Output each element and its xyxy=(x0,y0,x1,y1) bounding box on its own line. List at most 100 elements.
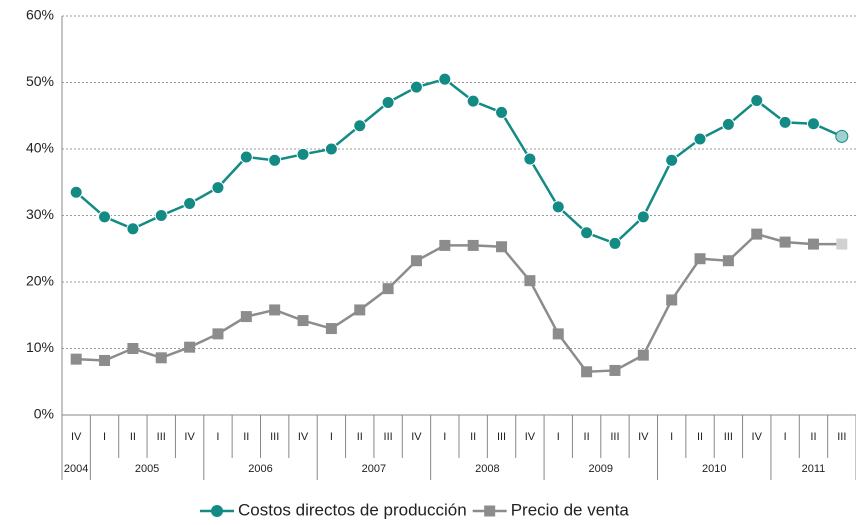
point xyxy=(778,115,792,129)
x-tick-label: I xyxy=(784,431,787,443)
point xyxy=(127,343,139,354)
x-group-label: 2011 xyxy=(802,463,826,475)
x-tick-label: I xyxy=(216,431,219,443)
point xyxy=(69,185,83,199)
x-group-label: 2006 xyxy=(248,463,272,475)
x-group-label: 2005 xyxy=(135,463,159,475)
point xyxy=(325,323,337,335)
point xyxy=(324,142,338,156)
series-line xyxy=(75,77,843,245)
x-group-label: 2004 xyxy=(64,463,88,475)
point xyxy=(637,349,649,361)
legend-label: Precio de venta xyxy=(511,500,630,519)
point xyxy=(296,147,310,161)
y-tick-label: 10% xyxy=(26,339,54,355)
point xyxy=(580,226,594,240)
point xyxy=(694,253,706,265)
point xyxy=(381,95,395,109)
x-tick-label: I xyxy=(103,431,106,443)
point xyxy=(466,94,480,108)
y-tick-label: 40% xyxy=(26,140,54,156)
point xyxy=(184,341,196,353)
x-group-label: 2009 xyxy=(589,463,613,475)
x-tick-label: II xyxy=(243,431,249,443)
point xyxy=(779,236,791,248)
x-tick-label: II xyxy=(130,431,136,443)
point xyxy=(551,200,565,214)
point xyxy=(836,238,848,250)
point xyxy=(297,315,309,327)
x-tick-label: II xyxy=(810,431,816,443)
point xyxy=(524,275,536,287)
x-tick-label: II xyxy=(697,431,703,443)
point xyxy=(806,117,820,131)
x-group-label: 2008 xyxy=(475,463,499,475)
x-tick-label: IV xyxy=(184,431,195,443)
x-tick-label: I xyxy=(557,431,560,443)
point xyxy=(239,150,253,164)
x-tick-label: II xyxy=(357,431,363,443)
point xyxy=(183,197,197,211)
x-tick-label: III xyxy=(384,431,393,443)
point xyxy=(750,93,764,107)
point xyxy=(495,105,509,119)
x-tick-label: IV xyxy=(298,431,309,443)
point xyxy=(155,352,167,364)
y-tick-label: 0% xyxy=(34,406,54,422)
x-tick-label: III xyxy=(270,431,279,443)
x-tick-label: III xyxy=(724,431,733,443)
point xyxy=(354,304,366,316)
legend-marker xyxy=(484,505,496,517)
point xyxy=(722,255,734,267)
point xyxy=(98,210,112,224)
point xyxy=(353,119,367,133)
point xyxy=(154,209,168,222)
x-group-label: 2010 xyxy=(702,463,726,475)
point xyxy=(212,328,224,340)
point xyxy=(609,364,621,376)
x-tick-label: III xyxy=(610,431,619,443)
x-tick-label: III xyxy=(837,431,846,443)
point xyxy=(552,328,564,340)
x-tick-label: IV xyxy=(525,431,536,443)
point xyxy=(751,228,763,240)
x-tick-label: I xyxy=(670,431,673,443)
point xyxy=(70,353,82,365)
legend-marker xyxy=(211,505,223,517)
point xyxy=(99,354,111,366)
x-tick-label: III xyxy=(497,431,506,443)
point xyxy=(807,238,819,250)
point xyxy=(269,304,281,316)
x-tick-label: III xyxy=(157,431,166,443)
point xyxy=(496,241,508,253)
x-tick-label: IV xyxy=(638,431,649,443)
point xyxy=(636,210,650,224)
point xyxy=(666,294,678,306)
x-tick-label: II xyxy=(470,431,476,443)
y-tick-label: 50% xyxy=(26,73,54,89)
series-line xyxy=(76,232,842,374)
point xyxy=(721,117,735,131)
x-tick-label: IV xyxy=(411,431,422,443)
x-group-label: 2007 xyxy=(362,463,386,475)
x-tick-label: I xyxy=(330,431,333,443)
x-tick-label: IV xyxy=(752,431,763,443)
x-tick-label: II xyxy=(584,431,590,443)
point xyxy=(268,153,282,167)
point xyxy=(439,239,451,251)
point xyxy=(410,255,422,267)
point xyxy=(523,152,537,166)
y-tick-label: 30% xyxy=(26,206,54,222)
x-tick-label: I xyxy=(443,431,446,443)
point xyxy=(438,72,452,86)
point xyxy=(693,132,707,146)
point xyxy=(211,181,225,195)
x-tick-label: IV xyxy=(71,431,82,443)
y-tick-label: 60% xyxy=(26,7,54,23)
point xyxy=(581,366,593,378)
point xyxy=(409,80,423,94)
point xyxy=(240,311,252,323)
legend-label: Costos directos de producción xyxy=(238,500,467,519)
point xyxy=(126,222,140,236)
